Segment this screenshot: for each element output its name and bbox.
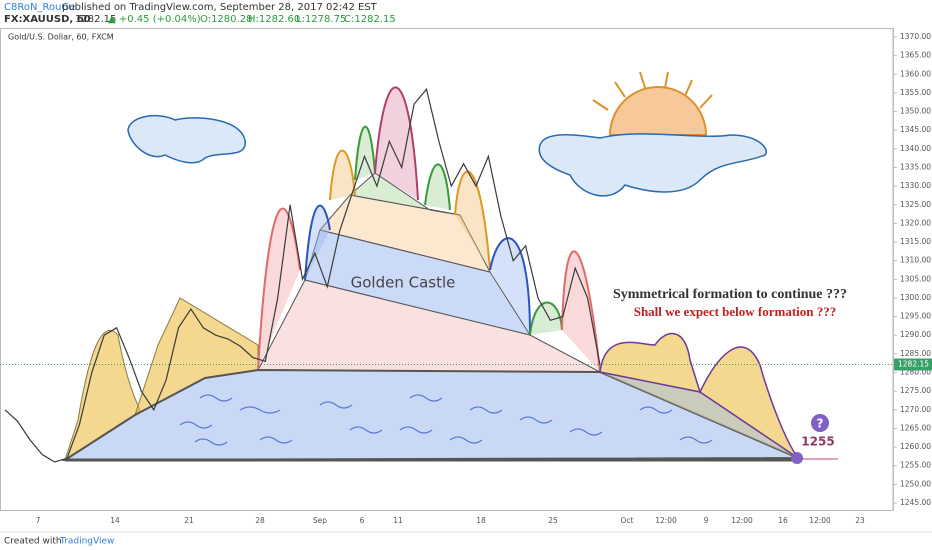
price-tick-label: 1345.00 — [900, 125, 931, 134]
drawings — [61, 71, 838, 464]
price-tick-label: 1245.00 — [900, 498, 931, 507]
price-tick-label: 1365.00 — [900, 51, 931, 60]
change: ▲ +0.45 (+0.04%) — [108, 14, 201, 25]
arc — [454, 170, 491, 271]
arc — [424, 163, 451, 211]
sun — [608, 86, 708, 136]
question-mark: ? — [817, 417, 824, 431]
cloud — [538, 133, 767, 197]
price-tick-label: 1330.00 — [900, 181, 931, 190]
arc — [354, 125, 376, 181]
time-tick-label: 14 — [110, 516, 120, 525]
price-tick-label: 1370.00 — [900, 32, 931, 41]
hump — [64, 329, 141, 462]
price-tick-label: 1275.00 — [900, 386, 931, 395]
published: published on TradingView.com, September … — [62, 2, 378, 13]
arc — [489, 237, 531, 336]
question: Symmetrical formation to continue ??? — [613, 287, 847, 302]
time-tick-label: Sep — [313, 516, 327, 525]
arc — [329, 149, 356, 201]
price-tick-label: 1290.00 — [900, 330, 931, 339]
ohlc-value: H:1282.60 — [248, 14, 300, 25]
time-tick-label: 6 — [360, 516, 365, 525]
price-tick-label: 1250.00 — [900, 479, 931, 488]
time-tick-label: 25 — [548, 516, 558, 525]
price-tick-label: 1270.00 — [900, 405, 931, 414]
last-price-box — [894, 358, 932, 371]
price-tick-label: 1360.00 — [900, 69, 931, 78]
price-tick-label: 1295.00 — [900, 312, 931, 321]
price-tick-label: 1260.00 — [900, 442, 931, 451]
last-price: 1282.15 — [898, 360, 929, 369]
footer-created: Created with — [4, 537, 62, 547]
price-tick-label: 1265.00 — [900, 423, 931, 432]
time-tick-label: 23 — [855, 516, 865, 525]
price-tick-label: 1325.00 — [900, 200, 931, 209]
waves — [179, 394, 713, 446]
price-tick-label: 1280.00 — [900, 368, 931, 377]
sun-rays — [592, 71, 713, 111]
price-tick-label: 1310.00 — [900, 256, 931, 265]
time-tick-label: 11 — [393, 516, 403, 525]
price-tick-label: 1320.00 — [900, 218, 931, 227]
target-label: 1255 — [801, 435, 834, 449]
ohlc-value: L:1278.75 — [296, 14, 346, 25]
time-tick-label: 16 — [778, 516, 788, 525]
time-tick-label: 12:00 — [731, 516, 753, 525]
author: C8RoN_RouGe — [4, 2, 75, 13]
ohlc-value: O:1280.28 — [200, 14, 252, 25]
question-dot — [811, 414, 829, 432]
price-line — [4, 87, 601, 463]
cloud — [127, 114, 246, 164]
price-tick-label: 1300.00 — [900, 293, 931, 302]
price-tick-label: 1305.00 — [900, 274, 931, 283]
price: 1282.15 — [75, 14, 116, 25]
arc — [529, 301, 563, 336]
price-tick-label: 1340.00 — [900, 144, 931, 153]
symbol: FX:XAUUSD, 60 — [4, 14, 91, 25]
price-tick-label: 1315.00 — [900, 237, 931, 246]
price-tick-label: 1285.00 — [900, 349, 931, 358]
time-tick-label: 9 — [704, 516, 709, 525]
projection — [599, 332, 799, 459]
shade — [600, 372, 798, 458]
time-tick-label: Oct — [621, 516, 634, 525]
question: Shall we expect below formation ??? — [634, 304, 837, 319]
arc — [374, 86, 419, 201]
ohlc-value: C:1282.15 — [344, 14, 396, 25]
castle-label: Golden Castle — [351, 274, 456, 292]
time-tick-label: 28 — [255, 516, 265, 525]
footer-brand: TradingView — [59, 537, 114, 547]
target-dot — [791, 452, 803, 464]
price-tick-label: 1255.00 — [900, 461, 931, 470]
chart-legend: Gold/U.S. Dollar, 60, FXCM — [8, 33, 114, 42]
time-tick-label: 18 — [476, 516, 486, 525]
price-tick-label: 1350.00 — [900, 107, 931, 116]
price-tick-label: 1355.00 — [900, 88, 931, 97]
time-tick-label: 7 — [36, 516, 41, 525]
time-tick-label: 12:00 — [809, 516, 831, 525]
price-tick-label: 1335.00 — [900, 162, 931, 171]
time-tick-label: 21 — [184, 516, 194, 525]
time-tick-label: 12:00 — [655, 516, 677, 525]
